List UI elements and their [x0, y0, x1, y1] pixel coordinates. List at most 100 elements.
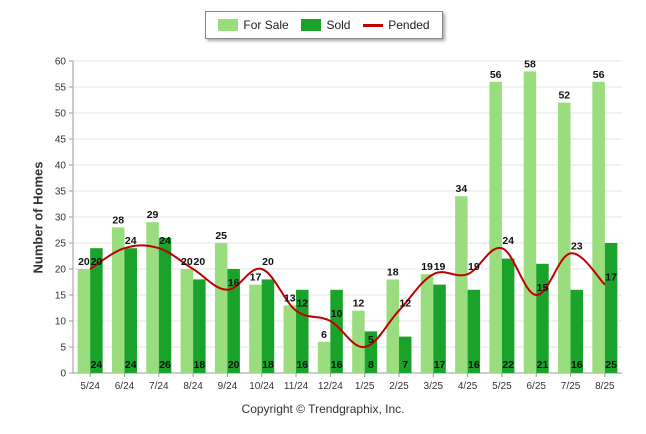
- bar-sold: [124, 248, 137, 373]
- label-for-sale: 29: [147, 209, 159, 221]
- label-pended: 20: [91, 256, 103, 268]
- legend-item-for-sale: For Sale: [218, 18, 289, 32]
- label-pended: 19: [468, 261, 480, 273]
- x-tick-label: 11/24: [284, 381, 309, 392]
- label-for-sale: 52: [558, 90, 570, 102]
- pended-line-path: [89, 244, 606, 349]
- y-tick-label: 60: [55, 57, 67, 68]
- label-sold: 18: [194, 359, 206, 371]
- label-for-sale: 28: [112, 214, 124, 226]
- bar-for-sale: [283, 305, 297, 373]
- bar-for-sale: [352, 310, 365, 373]
- bars: [77, 71, 618, 374]
- label-pended: 17: [605, 272, 617, 284]
- label-pended: 23: [571, 240, 583, 252]
- label-for-sale: 13: [284, 292, 296, 304]
- bar-for-sale: [146, 222, 159, 373]
- label-sold: 16: [331, 359, 343, 371]
- bar-sold: [501, 258, 515, 373]
- label-sold: 18: [262, 359, 274, 371]
- copyright-text: Copyright © Trendgraphix, Inc.: [241, 402, 405, 416]
- bar-sold: [604, 243, 618, 373]
- y-axis-ticks: 0 5 10 15 20 25 30 35 40 45 50 55 60: [55, 57, 67, 380]
- x-tick-label: 7/24: [149, 381, 169, 392]
- label-pended: 24: [159, 235, 171, 247]
- x-tick-label: 2/25: [389, 381, 409, 392]
- bar-for-sale: [249, 284, 262, 373]
- y-axis-title: Number of Homes: [30, 161, 46, 274]
- x-tick-label: 8/25: [595, 381, 615, 392]
- bar-sold: [398, 336, 412, 373]
- bar-for-sale: [180, 269, 194, 373]
- y-tick-label: 10: [55, 317, 67, 328]
- label-pended: 10: [331, 308, 343, 320]
- label-for-sale: 25: [215, 230, 227, 242]
- label-sold: 16: [468, 359, 480, 371]
- y-tick-label: 55: [55, 83, 67, 94]
- x-tick-label: 6/24: [115, 381, 135, 392]
- label-pended: 24: [502, 235, 514, 247]
- legend-label-sold: Sold: [326, 18, 351, 32]
- x-tick-label: 5/25: [492, 381, 512, 392]
- y-tick-label: 30: [55, 213, 67, 224]
- bar-for-sale: [386, 279, 399, 373]
- label-for-sale: 58: [524, 58, 536, 70]
- y-tick-label: 50: [55, 109, 67, 120]
- pended-line: [89, 244, 606, 349]
- bar-sold: [261, 279, 275, 373]
- label-sold: 25: [605, 359, 617, 371]
- label-sold: 16: [296, 359, 308, 371]
- bar-sold: [536, 263, 549, 373]
- label-sold: 20: [228, 359, 240, 371]
- bar-sold: [330, 289, 343, 373]
- legend-item-sold: Sold: [301, 18, 350, 32]
- y-tick-label: 40: [55, 161, 67, 172]
- y-tick-label: 0: [60, 369, 66, 380]
- bar-sold: [193, 279, 206, 373]
- x-tick-label: 9/24: [218, 381, 238, 392]
- x-tick-label: 1/25: [355, 381, 375, 392]
- bar-sold: [227, 269, 240, 373]
- label-pended: 15: [537, 282, 549, 294]
- label-pended: 19: [434, 261, 446, 273]
- x-axis-ticks: 5/24 6/24 7/24 8/24 9/24 10/24 11/24 12/24 1/25 2…: [80, 373, 615, 392]
- y-tick-label: 15: [55, 291, 67, 302]
- label-pended: 12: [399, 298, 411, 310]
- legend: For Sale Sold Pended: [205, 11, 443, 39]
- label-for-sale: 34: [456, 183, 468, 195]
- x-tick-label: 7/25: [561, 381, 581, 392]
- x-tick-label: 5/24: [80, 381, 100, 392]
- y-tick-label: 25: [55, 239, 67, 250]
- bar-sold: [296, 289, 309, 373]
- label-sold: 21: [537, 359, 549, 371]
- legend-item-pended: Pended: [363, 18, 430, 32]
- label-sold: 7: [402, 359, 408, 371]
- x-tick-label: 6/25: [526, 381, 546, 392]
- label-for-sale: 6: [321, 329, 327, 341]
- label-for-sale: 56: [593, 69, 605, 81]
- bar-for-sale: [77, 269, 91, 373]
- bar-for-sale: [592, 81, 605, 374]
- label-for-sale: 20: [181, 256, 193, 268]
- label-sold: 26: [159, 359, 171, 371]
- bar-sold: [90, 248, 103, 373]
- x-tick-label: 4/25: [458, 381, 478, 392]
- label-pended: 5: [368, 334, 374, 346]
- legend-swatch-sold: [301, 19, 322, 31]
- label-sold: 8: [368, 359, 374, 371]
- label-sold: 16: [571, 359, 583, 371]
- label-sold: 24: [91, 359, 103, 371]
- bar-sold: [467, 289, 481, 373]
- y-tick-label: 35: [55, 187, 67, 198]
- bar-for-sale: [489, 81, 502, 374]
- bar-for-sale: [317, 341, 331, 373]
- bar-for-sale: [523, 71, 537, 374]
- label-pended: 20: [194, 256, 206, 268]
- label-pended: 20: [262, 256, 274, 268]
- bar-for-sale: [420, 274, 434, 373]
- bar-for-sale: [214, 243, 228, 373]
- legend-swatch-pended: [363, 23, 384, 27]
- label-pended: 24: [125, 235, 137, 247]
- x-tick-label: 12/24: [318, 381, 343, 392]
